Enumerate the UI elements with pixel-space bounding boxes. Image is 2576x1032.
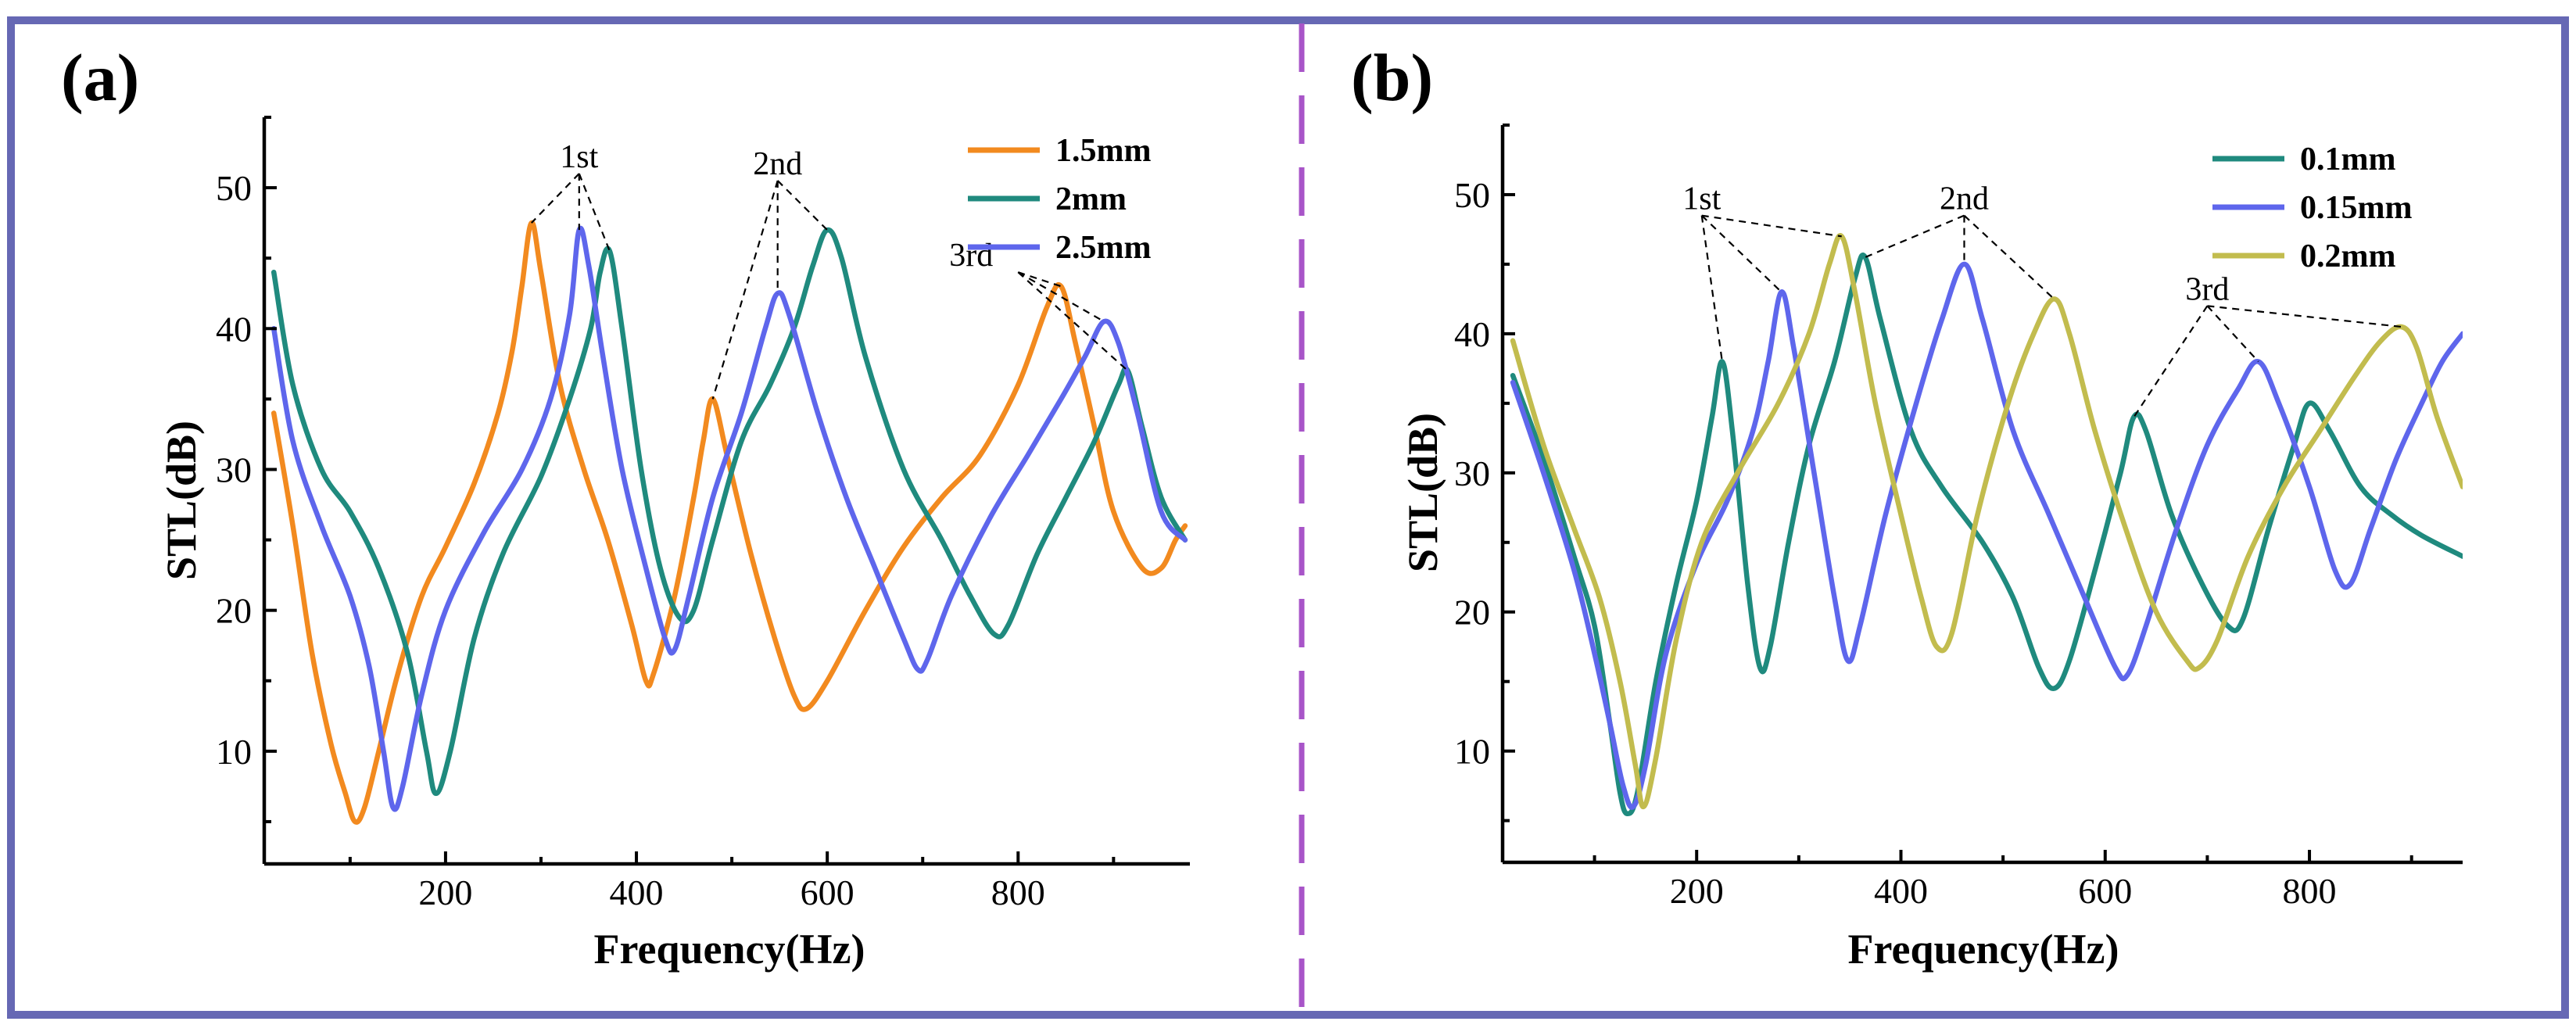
annotation-leader-line (2207, 305, 2402, 328)
y-tick-label: 10 (1454, 732, 1490, 772)
panel-label-b: (b) (1351, 40, 1433, 115)
panel-b: (b) STL(dB) Frequency(Hz) 200 400 600 800 10… (1351, 40, 2463, 973)
annotation-leader-line (2206, 305, 2259, 363)
annotation-2nd: 2nd (1940, 181, 1989, 217)
series-line-1.5mm (270, 220, 1188, 825)
series-line-2.5mm (270, 225, 1188, 812)
annotation-leader-line (776, 180, 828, 231)
y-tick-label: 20 (216, 591, 252, 631)
annotation-3rd: 3rd (2185, 271, 2229, 307)
annotation-leader-line (711, 180, 779, 400)
x-tick-label: 200 (418, 873, 472, 912)
y-tick-label: 30 (216, 450, 252, 489)
legend: 0.1mm 0.15mm 0.2mm (2212, 142, 2412, 274)
annotation-3rd: 3rd (949, 238, 993, 274)
annotation-leader-line (1700, 215, 1723, 362)
annotation-leader-line (1017, 271, 1062, 288)
annotation-leader-line (530, 173, 580, 224)
y-tick-label: 40 (216, 309, 252, 349)
x-tick-label: 400 (610, 873, 664, 912)
y-tick-label: 10 (216, 732, 252, 772)
annotation-leader-line (1700, 214, 1782, 293)
annotation-leader-line (578, 173, 611, 252)
y-tick-label: 20 (1454, 593, 1490, 632)
legend-label-2.5mm: 2.5mm (1055, 230, 1151, 266)
y-tick-label: 30 (1454, 453, 1490, 493)
annotation-leader-line (2133, 305, 2209, 418)
y-axis-title-b: STL(dB) (1399, 413, 1446, 572)
figure-frame (7, 16, 2569, 1019)
legend-label-0.15mm: 0.15mm (2300, 190, 2412, 226)
x-tick-label: 600 (801, 873, 854, 912)
annotation-leader-line (1865, 214, 1965, 259)
panel-a: (a) STL(dB) Frequency(Hz) 200 400 600 800 10… (61, 40, 1190, 973)
x-tick-label: 800 (2283, 871, 2337, 911)
annotation-2nd: 2nd (753, 146, 802, 182)
x-axis-title-b: Frequency(Hz) (1848, 926, 2119, 973)
y-tick-label: 50 (216, 168, 252, 208)
annotation-leader-line (1963, 214, 2055, 300)
series-line-2mm (270, 227, 1188, 797)
series-line-0.15mm (1510, 261, 2463, 810)
legend-label-2mm: 2mm (1055, 181, 1127, 217)
annotation-leader-line (1701, 214, 1842, 238)
annotation-1st: 1st (560, 139, 598, 175)
y-tick-label: 40 (1454, 314, 1490, 354)
x-tick-label: 200 (1670, 871, 1724, 911)
x-tick-label: 600 (2078, 871, 2132, 911)
y-tick-label: 50 (1454, 175, 1490, 215)
series-group (270, 220, 1188, 825)
x-tick-label: 800 (991, 873, 1045, 912)
annotation-leader-line (1017, 271, 1105, 323)
legend-label-0.1mm: 0.1mm (2300, 142, 2395, 177)
series-group (1510, 233, 2463, 816)
legend-label-0.2mm: 0.2mm (2300, 238, 2395, 274)
panel-label-a: (a) (61, 40, 139, 115)
series-line-0.1mm (1510, 253, 2463, 816)
x-axis-title-a: Frequency(Hz) (594, 926, 865, 973)
series-line-0.2mm (1510, 233, 2463, 810)
x-tick-label: 400 (1874, 871, 1928, 911)
annotation-1st: 1st (1682, 181, 1721, 217)
y-axis-title-a: STL(dB) (158, 421, 205, 580)
legend: 1.5mm 2mm 2.5mm (968, 133, 1151, 266)
legend-label-1.5mm: 1.5mm (1055, 133, 1151, 169)
